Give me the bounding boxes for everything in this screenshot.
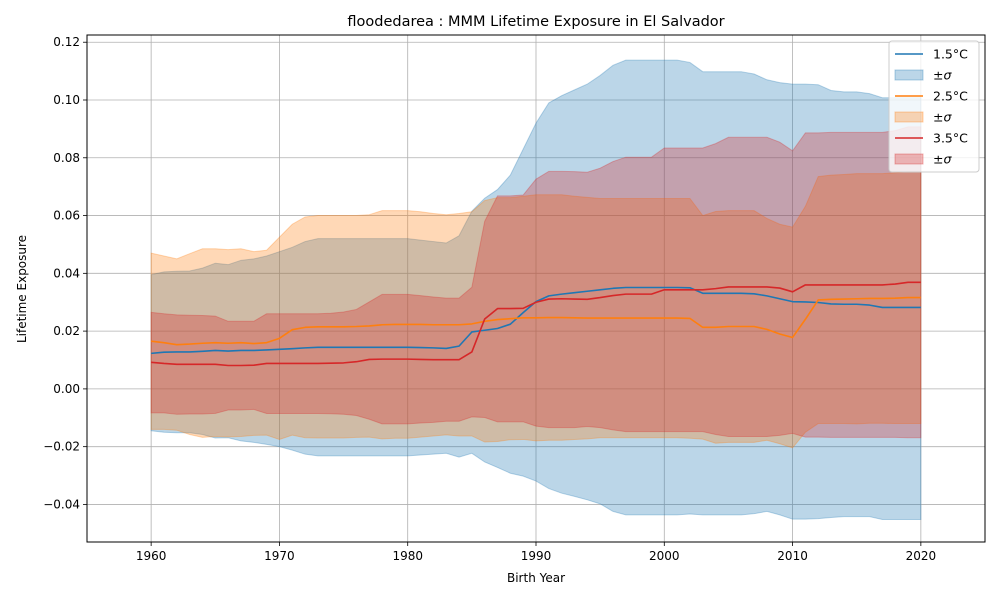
sigma-band-3 <box>150 126 922 439</box>
chart-title: floodedarea : MMM Lifetime Exposure in E… <box>347 14 724 30</box>
y-tick-label: 0.08 <box>53 151 80 165</box>
x-tick-label: 1980 <box>392 549 423 563</box>
x-tick-label: 2000 <box>649 549 680 563</box>
legend: 1.5°C ±σ 2.5°C ±σ 3.5°C ±σ <box>888 40 980 173</box>
y-tick-label: −0.04 <box>43 497 80 511</box>
y-tick-label: 0.12 <box>53 35 80 49</box>
x-axis-ticks: 1960 1970 1980 1990 2000 2010 2020 <box>136 542 936 563</box>
legend-label: 3.5°C <box>933 131 968 146</box>
y-axis-ticks: −0.04 −0.02 0.00 0.02 0.04 0.06 0.08 0.10 0.12 <box>43 35 87 511</box>
legend-sigma-label: ±σ <box>933 110 952 125</box>
legend-sigma-label: ±σ <box>933 152 952 167</box>
x-tick-label: 2010 <box>777 549 808 563</box>
y-tick-label: 0.10 <box>53 93 80 107</box>
sigma-bands <box>150 59 922 520</box>
y-tick-label: 0.00 <box>53 382 80 396</box>
x-axis-label: Birth Year <box>507 571 565 585</box>
x-tick-label: 1990 <box>521 549 552 563</box>
y-axis-label: Lifetime Exposure <box>15 235 29 343</box>
x-tick-label: 2020 <box>906 549 937 563</box>
legend-band-swatch <box>894 111 924 123</box>
x-tick-label: 1970 <box>264 549 295 563</box>
legend-label: 2.5°C <box>933 89 968 104</box>
y-tick-label: 0.06 <box>53 209 80 223</box>
y-tick-label: 0.02 <box>53 324 80 338</box>
mean-line-3 <box>151 281 921 367</box>
legend-box <box>888 40 980 173</box>
x-tick-label: 1960 <box>136 549 167 563</box>
mean-line-2 <box>151 296 921 346</box>
y-tick-label: 0.04 <box>53 266 80 280</box>
legend-band-swatch <box>894 69 924 81</box>
sigma-band-2 <box>150 171 922 449</box>
legend-band-swatch <box>894 153 924 165</box>
mean-lines <box>151 281 921 367</box>
legend-sigma-label: ±σ <box>933 68 952 83</box>
y-tick-label: −0.02 <box>43 440 80 454</box>
legend-label: 1.5°C <box>933 47 968 62</box>
sigma-band-1 <box>150 59 922 520</box>
grid <box>87 35 985 542</box>
